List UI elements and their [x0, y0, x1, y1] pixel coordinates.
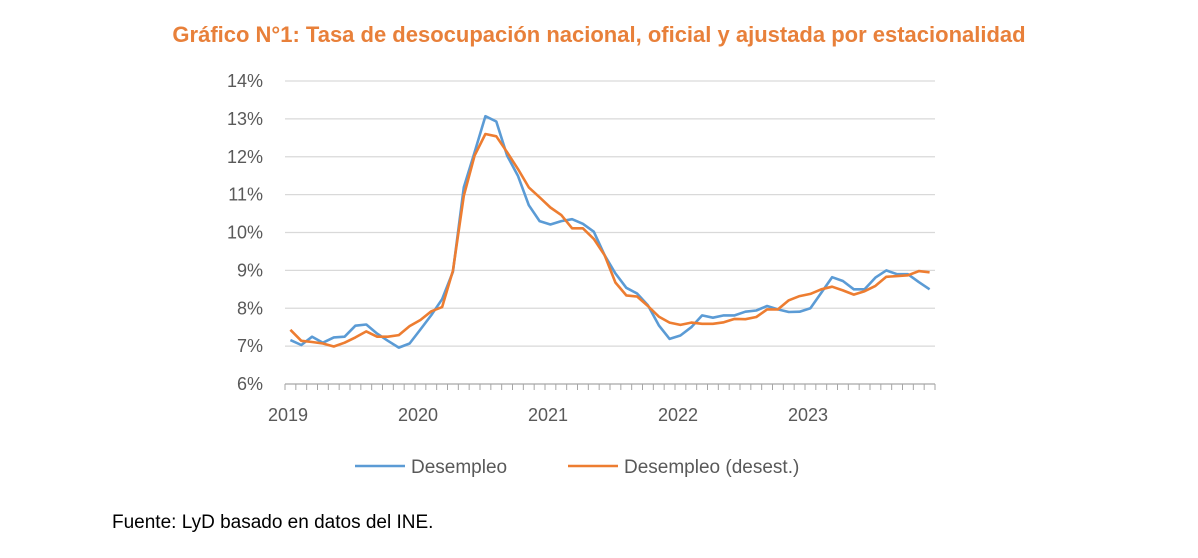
- x-tick-label: 2021: [528, 405, 568, 425]
- chart-title: Gráfico N°1: Tasa de desocupación nacion…: [172, 22, 1026, 47]
- y-tick-label: 8%: [237, 298, 263, 318]
- y-tick-label: 13%: [227, 109, 263, 129]
- y-tick-label: 11%: [228, 185, 263, 205]
- legend: Desempleo Desempleo (desest.): [355, 457, 799, 478]
- legend-label: Desempleo (desest.): [624, 457, 799, 478]
- x-tick-label: 2020: [398, 405, 438, 425]
- y-tick-label: 9%: [237, 260, 263, 280]
- x-axis: 2019 2020 2021 2022 2023: [268, 383, 936, 425]
- gridlines: [285, 80, 935, 347]
- y-tick-label: 12%: [227, 147, 263, 167]
- series-lines: [289, 114, 931, 349]
- y-tick-label: 7%: [237, 336, 263, 356]
- series-line-desempleo-desest: [289, 132, 930, 348]
- x-tick-label: 2022: [658, 405, 698, 425]
- y-tick-label: 14%: [227, 71, 263, 91]
- y-axis-tick-labels: 6% 7% 8% 9% 10% 11% 12% 13% 14%: [227, 71, 263, 394]
- x-tick-label: 2023: [788, 405, 828, 425]
- source-note: Fuente: LyD basado en datos del INE.: [112, 512, 434, 533]
- x-tick-label: 2019: [268, 405, 308, 425]
- y-tick-label: 6%: [237, 374, 263, 394]
- legend-label: Desempleo: [411, 457, 507, 478]
- y-tick-label: 10%: [227, 223, 263, 243]
